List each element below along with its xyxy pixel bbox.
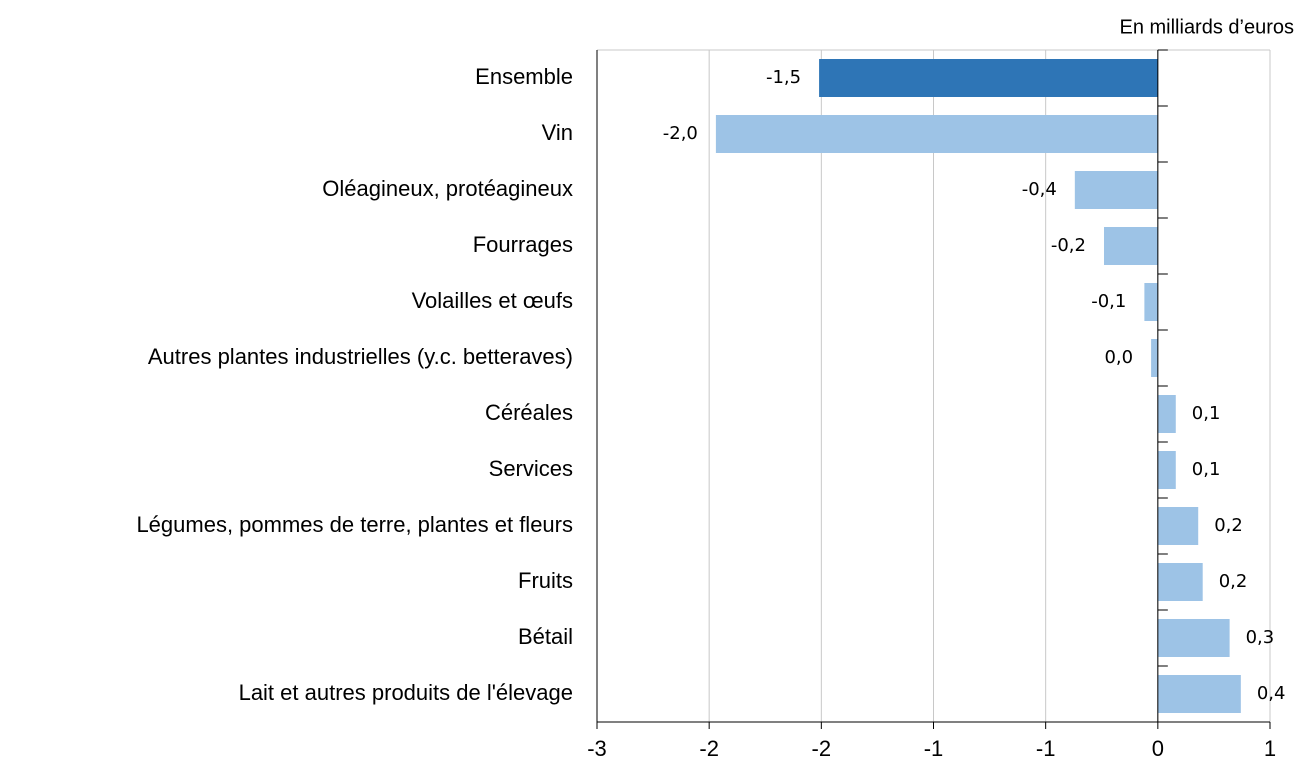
value-label: 0,0: [1104, 347, 1133, 368]
category-label: Services: [489, 456, 573, 481]
unit-label: En milliards d’euros: [1119, 16, 1294, 38]
bar: [1157, 451, 1176, 489]
value-label: 0,1: [1192, 459, 1221, 480]
category-label: Légumes, pommes de terre, plantes et fle…: [136, 512, 573, 537]
value-label: 0,2: [1214, 515, 1243, 536]
bar: [715, 115, 1158, 153]
bar: [1074, 171, 1158, 209]
category-label: Autres plantes industrielles (y.c. bette…: [148, 344, 573, 369]
x-tick-label: -3: [587, 736, 607, 761]
x-tick-label: -2: [699, 736, 719, 761]
bar: [1157, 395, 1176, 433]
bar: [1157, 675, 1241, 713]
value-label: 0,2: [1219, 571, 1248, 592]
bar: [1103, 227, 1158, 265]
value-label: -0,2: [1051, 235, 1086, 256]
x-tick-label: 1: [1264, 736, 1276, 761]
value-label: 0,3: [1246, 627, 1275, 648]
bar: [819, 59, 1158, 97]
value-label: -2,0: [663, 123, 698, 144]
bar: [1157, 563, 1203, 601]
value-label: 0,1: [1192, 403, 1221, 424]
x-tick-label: 0: [1152, 736, 1164, 761]
bar: [1151, 339, 1158, 377]
x-tick-label: -1: [1036, 736, 1056, 761]
value-label: -0,1: [1091, 291, 1126, 312]
bar: [1144, 283, 1158, 321]
category-label: Oléagineux, protéagineux: [322, 176, 573, 201]
value-label: -1,5: [766, 67, 801, 88]
x-tick-label: -2: [812, 736, 832, 761]
category-label: Céréales: [485, 400, 573, 425]
value-label: 0,4: [1257, 683, 1286, 704]
category-label: Lait et autres produits de l'élevage: [239, 680, 573, 705]
x-tick-label: -1: [924, 736, 944, 761]
category-label: Fourrages: [473, 232, 573, 257]
category-label: Bétail: [518, 624, 573, 649]
category-label: Vin: [542, 120, 573, 145]
category-label: Ensemble: [475, 64, 573, 89]
bar: [1157, 507, 1199, 545]
bar: [1157, 619, 1230, 657]
category-label: Fruits: [518, 568, 573, 593]
value-label: -0,4: [1022, 179, 1057, 200]
category-label: Volailles et œufs: [412, 288, 573, 313]
